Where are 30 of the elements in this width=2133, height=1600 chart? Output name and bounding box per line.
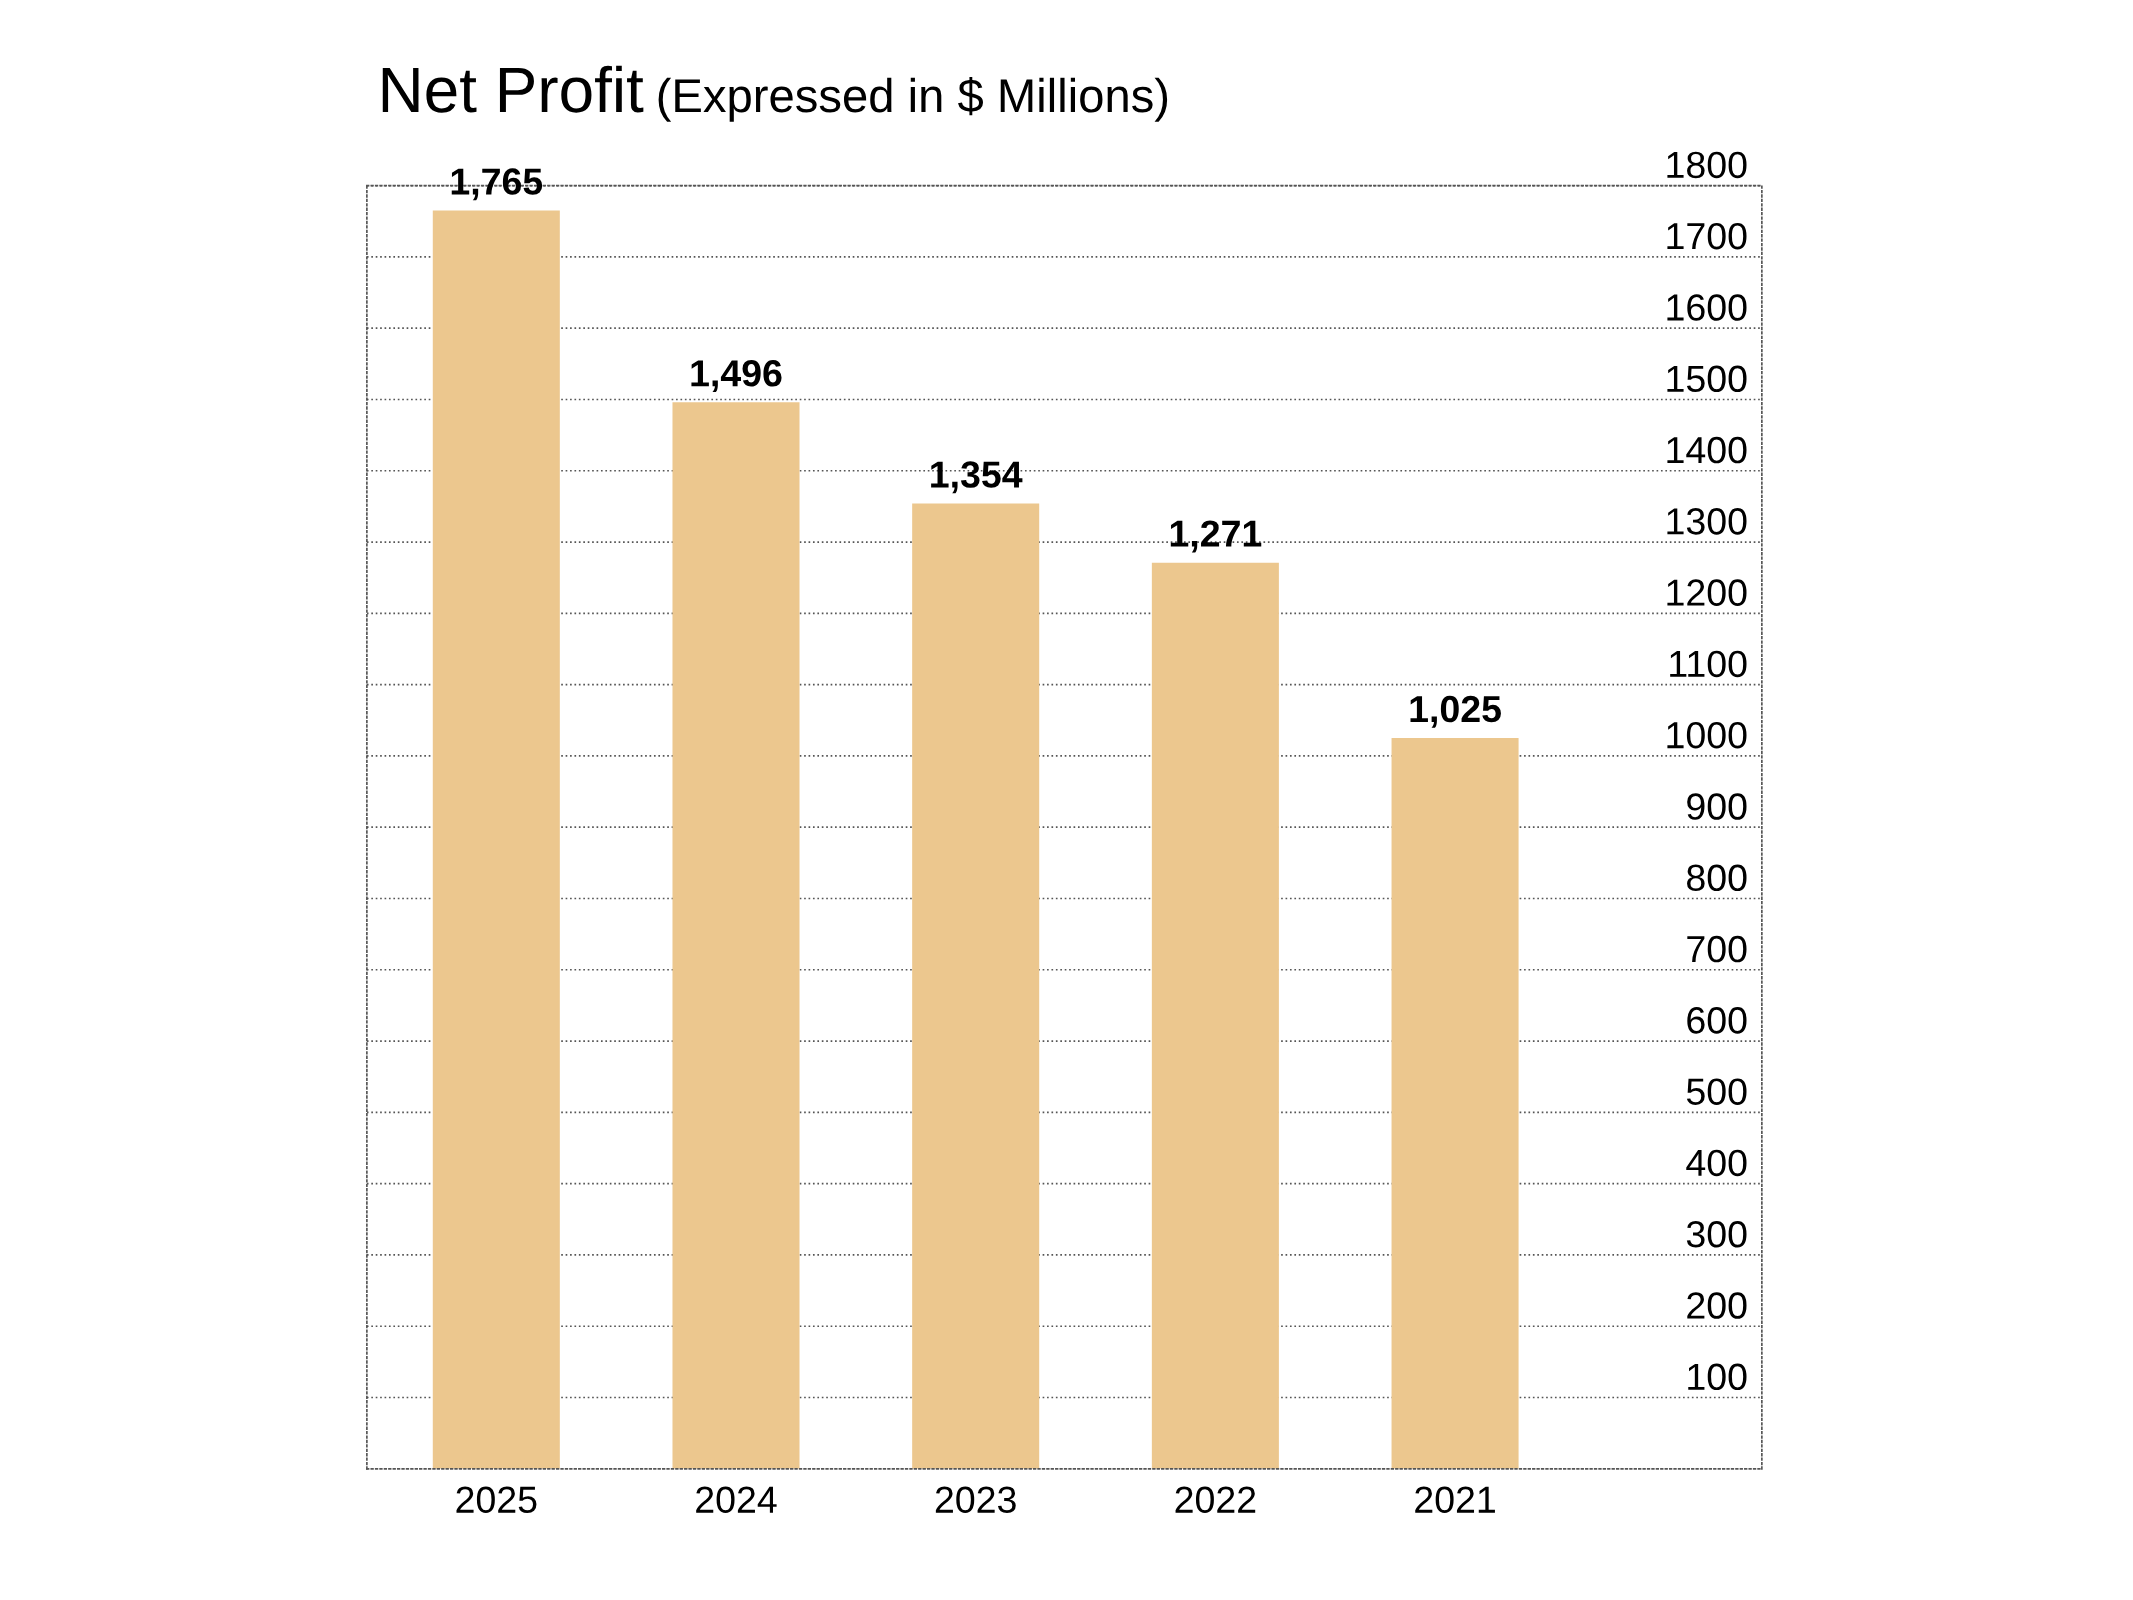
y-tick-label: 900 [1687, 793, 1747, 820]
data-label: 1,354 [931, 461, 1023, 494]
y-tick-label: 1000 [1667, 721, 1747, 749]
y-tick-label: 800 [1687, 864, 1747, 892]
chart-title: Net Profit [382, 65, 644, 113]
data-label: 1,271 [1170, 520, 1262, 553]
y-tick-label: 1200 [1667, 579, 1747, 606]
x-tick-label: 2023 [935, 1486, 1016, 1514]
chart-subtitle: (Expressed in $ Millions) [658, 77, 1168, 122]
y-tick-label: 1400 [1667, 436, 1747, 464]
y-tick-label: 600 [1687, 1007, 1747, 1034]
x-tick-label: 2024 [696, 1486, 777, 1514]
y-tick-label: 1800 [1667, 151, 1747, 179]
y-tick-label: 100 [1688, 1363, 1747, 1391]
y-tick-label: 400 [1686, 1149, 1747, 1177]
y-tick-label: 1300 [1667, 508, 1747, 535]
data-label: 1,025 [1410, 695, 1501, 728]
y-tick-label: 1700 [1667, 222, 1747, 250]
y-tick-label: 1100 [1670, 650, 1747, 678]
x-tick-label: 2025 [456, 1486, 537, 1514]
y-tick-label: 300 [1686, 1220, 1747, 1248]
y-tick-label: 1600 [1667, 294, 1747, 321]
data-label: 1,765 [451, 168, 543, 201]
x-tick-label: 2021 [1415, 1486, 1495, 1514]
x-tick-label: 2022 [1175, 1486, 1256, 1514]
y-tick-label: 200 [1687, 1292, 1747, 1319]
y-tick-label: 500 [1686, 1078, 1747, 1105]
y-tick-label: 700 [1687, 935, 1747, 963]
data-label: 1,496 [691, 360, 782, 393]
y-tick-label: 1500 [1667, 365, 1747, 393]
